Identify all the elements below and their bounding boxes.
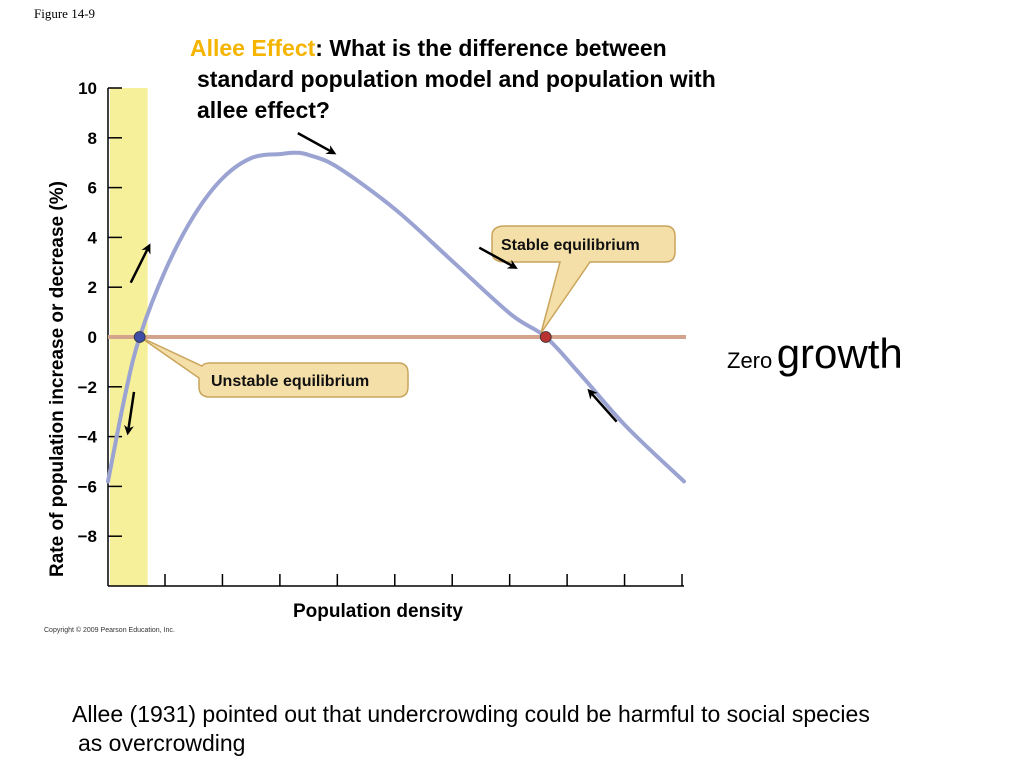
footnote-line2: as overcrowding bbox=[78, 730, 246, 756]
y-tick-label: 4 bbox=[88, 228, 98, 247]
stable-callout-bubble bbox=[491, 225, 676, 334]
footnote: Allee (1931) pointed out that undercrowd… bbox=[72, 700, 992, 758]
y-tick-label: −8 bbox=[78, 527, 97, 546]
figure-label: Figure 14-9 bbox=[34, 6, 96, 21]
direction-arrow bbox=[129, 243, 151, 284]
footnote-line1: Allee (1931) pointed out that undercrowd… bbox=[72, 701, 870, 727]
x-axis-title: Population density bbox=[293, 601, 463, 622]
direction-arrow bbox=[478, 246, 518, 269]
unstable-equilibrium-point bbox=[133, 331, 146, 343]
y-tick-label: 6 bbox=[88, 179, 97, 198]
y-tick-label: 0 bbox=[88, 328, 97, 347]
stable-equilibrium-point bbox=[539, 331, 552, 343]
title-highlight: Allee Effect bbox=[190, 35, 316, 61]
y-axis-title: Rate of population increase or decrease … bbox=[47, 181, 68, 577]
title-line1-rest: : What is the difference between bbox=[315, 35, 667, 61]
title-line2: standard population model and population… bbox=[197, 66, 716, 92]
copyright-notice: Copyright © 2009 Pearson Education, Inc. bbox=[44, 626, 175, 634]
y-tick-label: 8 bbox=[88, 129, 97, 148]
unstable-callout-label: Unstable equilibrium bbox=[211, 373, 369, 390]
title-line3: allee effect? bbox=[197, 97, 330, 123]
zero-growth-big: growth bbox=[776, 330, 903, 377]
growth-curve bbox=[106, 150, 686, 484]
y-tick-label: −4 bbox=[78, 428, 98, 447]
y-tick-label: 2 bbox=[88, 278, 97, 297]
zero-growth-label: Zero growth bbox=[727, 330, 903, 378]
y-tick-label: −2 bbox=[78, 378, 97, 397]
direction-arrow bbox=[587, 388, 618, 423]
direction-arrow bbox=[124, 391, 136, 436]
direction-arrow bbox=[297, 132, 337, 155]
stable-callout-label: Stable equilibrium bbox=[501, 237, 640, 254]
y-tick-label: −6 bbox=[78, 477, 97, 496]
zero-growth-small: Zero bbox=[727, 348, 773, 373]
y-tick-label: 10 bbox=[78, 79, 97, 98]
slide-title: Allee Effect: What is the difference bet… bbox=[190, 33, 810, 126]
unstable-callout-bubble bbox=[139, 336, 409, 398]
